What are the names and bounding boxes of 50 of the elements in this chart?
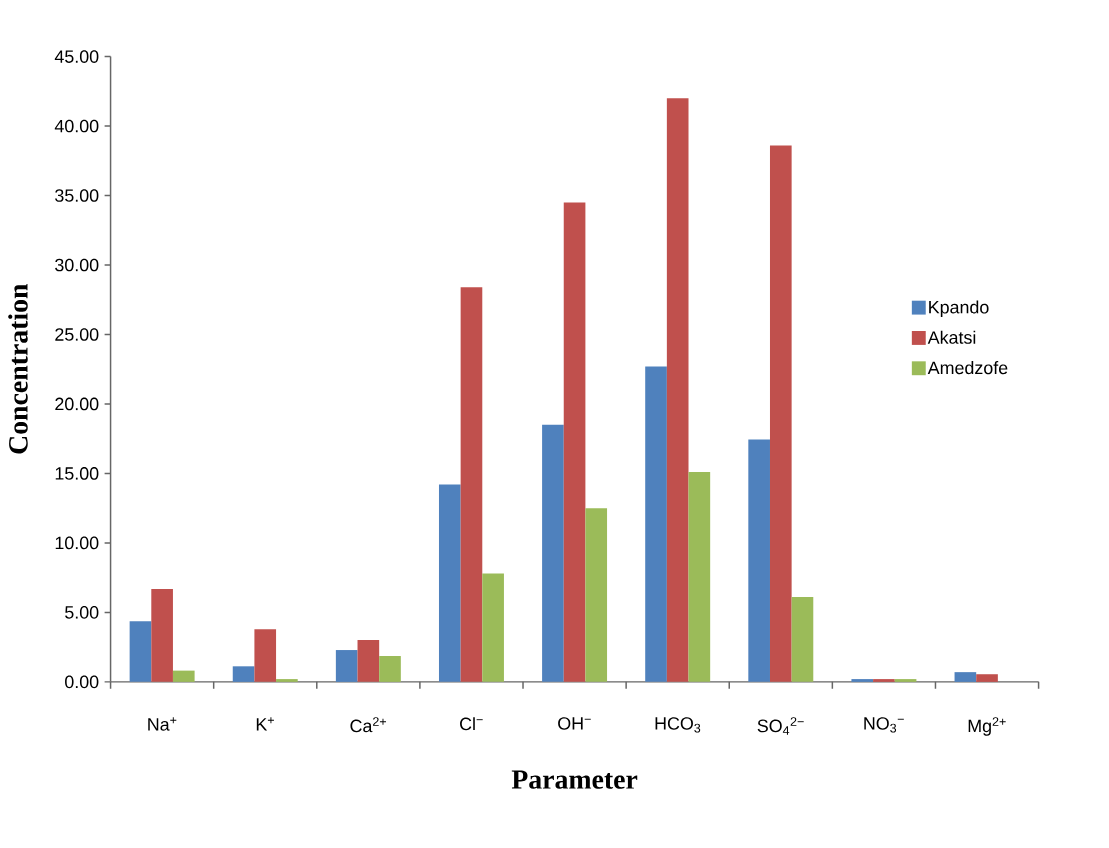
bar	[276, 679, 298, 683]
legend-label: Akatsi	[927, 330, 976, 345]
x-tick-label: Na$^{+}$	[148, 717, 177, 731]
bar	[357, 640, 380, 683]
y-tick-label: 15.00	[55, 467, 99, 480]
bar	[851, 679, 874, 683]
y-tick-label: 25.00	[55, 328, 99, 341]
y-tick-label: 40.00	[54, 119, 99, 133]
x-tick-label: K$^{+}$	[256, 717, 274, 731]
bar	[873, 679, 895, 683]
bar	[254, 629, 277, 683]
y-tick-label: 10.00	[55, 536, 99, 550]
x-tick-label: SO$_{4}$2−	[757, 717, 804, 735]
y-tick-label: 20.00	[55, 397, 99, 411]
bar	[542, 424, 564, 683]
x-tick-label: OH$^{−}$	[558, 717, 591, 730]
x-tick-label: HCO$_{3}$	[655, 717, 701, 733]
bar	[894, 679, 917, 683]
bar	[976, 674, 998, 683]
x-axis-title: Parameter	[511, 770, 638, 790]
x-tick-label: Ca$^{2+}$	[350, 717, 387, 733]
y-tick-label: 30.00	[55, 258, 99, 272]
bar	[335, 650, 358, 683]
bar	[129, 621, 152, 683]
y-axis-title: Concentration	[8, 284, 28, 454]
x-tick-label: NO$_{3}$−	[864, 717, 904, 733]
bar	[688, 472, 711, 683]
y-tick-label: 5.00	[65, 606, 99, 619]
bar	[232, 666, 255, 683]
y-tick-label: 45.00	[54, 50, 99, 64]
bar	[460, 287, 483, 683]
bar	[645, 366, 667, 683]
bar	[438, 484, 461, 683]
bar	[748, 439, 770, 683]
bar	[769, 145, 792, 683]
legend-label: Amedzofe	[927, 361, 1008, 375]
bar	[482, 573, 504, 683]
bar	[954, 672, 977, 683]
bar	[563, 202, 586, 683]
bar	[666, 98, 689, 683]
bar	[585, 508, 608, 683]
x-tick-label: Cl$^{−}$	[460, 717, 483, 731]
bar	[151, 589, 173, 683]
bar	[791, 597, 814, 683]
y-tick-label: 35.00	[55, 189, 99, 203]
bar	[379, 656, 401, 683]
bar	[172, 670, 195, 683]
y-tick-label: 0.00	[65, 675, 99, 689]
x-tick-label: Mg$^{2+}$	[968, 717, 1006, 736]
legend-label: Kpando	[929, 300, 989, 318]
